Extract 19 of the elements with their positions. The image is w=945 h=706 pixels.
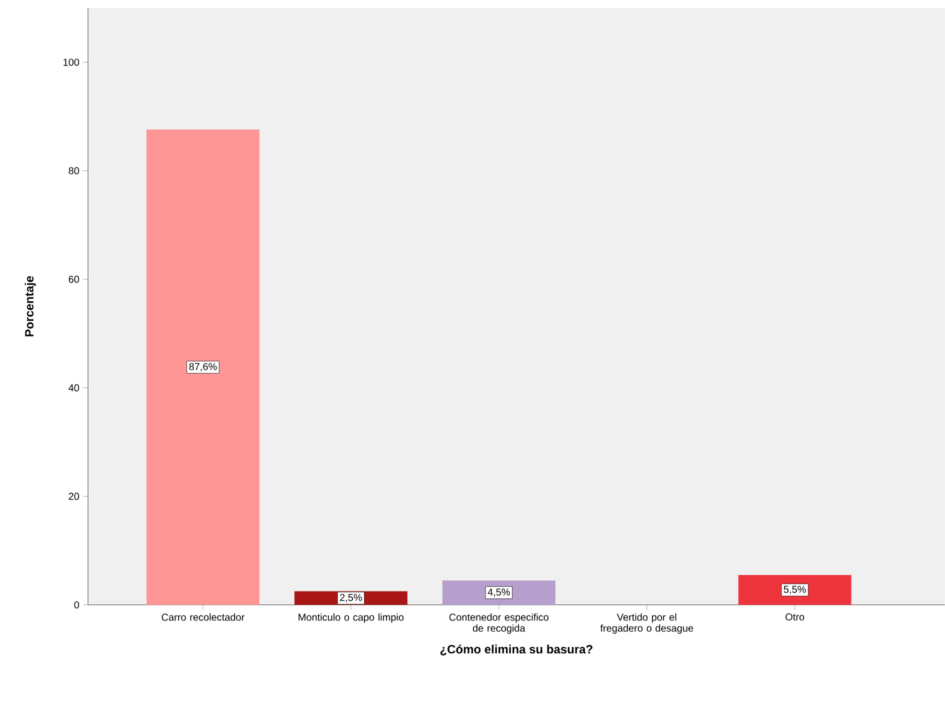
x-tick-label: Vertido por el fregadero o desague [600, 613, 694, 634]
y-tick-label: 100 [64, 58, 80, 66]
y-tick-label: 80 [68, 167, 80, 174]
data-label: 4,5% [488, 588, 510, 597]
y-tick-label: 20 [68, 492, 80, 500]
x-tick-label: Monticulo o capo limpio [298, 613, 404, 623]
bar [738, 575, 852, 605]
bar [146, 130, 260, 605]
data-label: 5,5% [784, 586, 806, 594]
x-axis-title: ¿Cómo elimina su basura? [440, 644, 592, 656]
x-tick-label: Carro recolectador [162, 613, 244, 621]
y-axis-title: Porcentaje [24, 276, 36, 336]
x-tick-label: Otro [786, 613, 804, 621]
y-tick-label: 40 [68, 384, 80, 392]
y-tick-label: 60 [68, 276, 80, 283]
x-tick-label: Contenedor especifico de recogida [449, 613, 548, 634]
y-tick-label: 0 [74, 601, 80, 608]
data-label: 2,5% [340, 594, 362, 602]
data-label: 87,6% [189, 363, 217, 372]
